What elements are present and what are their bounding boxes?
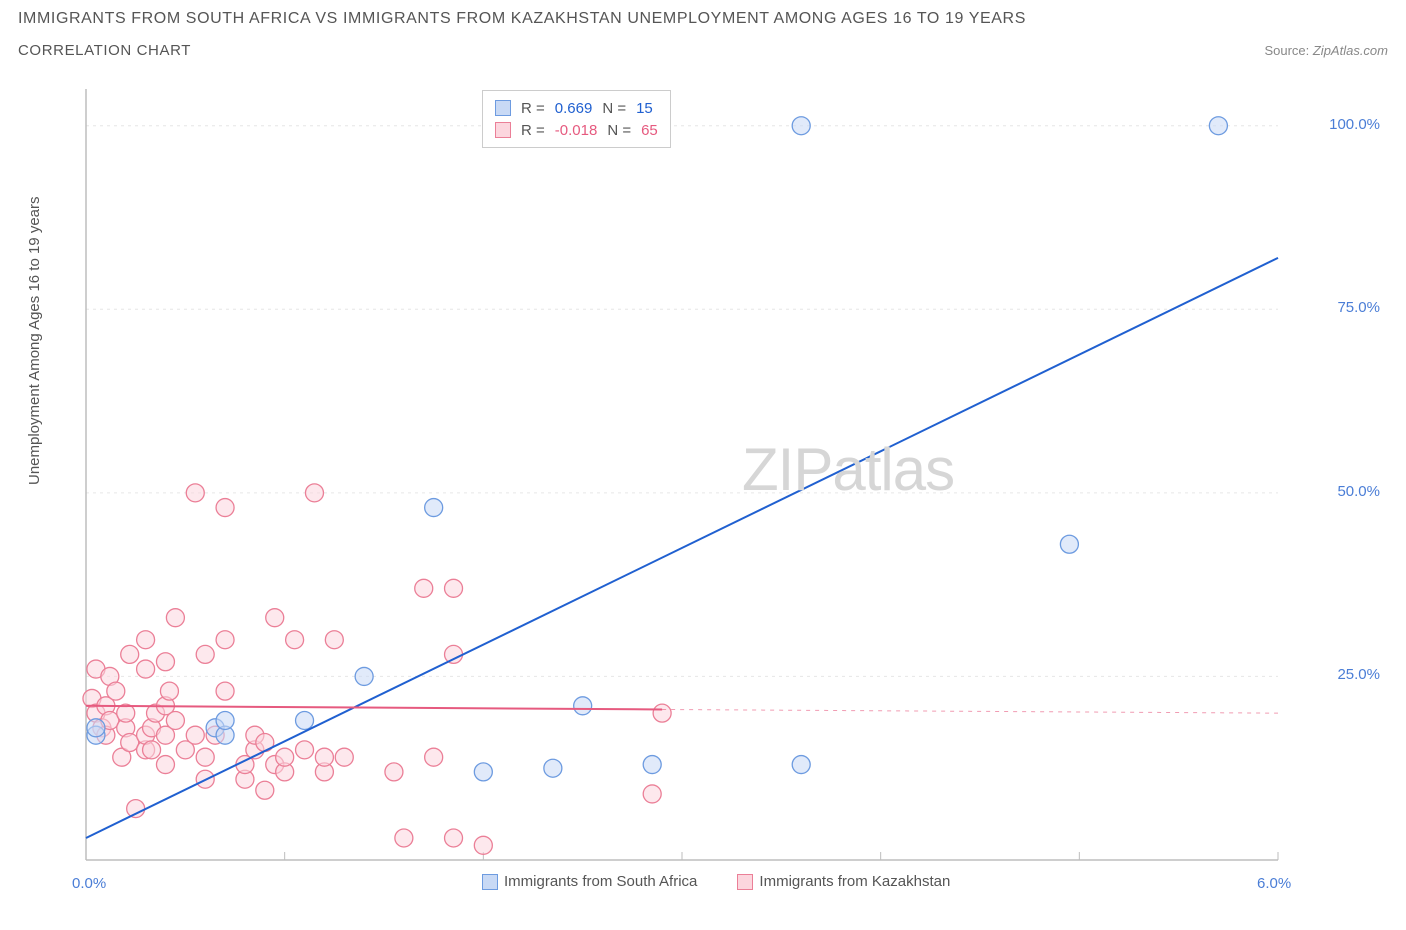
swatch-series2: [495, 122, 511, 138]
legend-label-series2: Immigrants from Kazakhstan: [759, 873, 950, 890]
y-tick-label: 25.0%: [1300, 666, 1380, 683]
swatch-series2-bottom: [737, 874, 753, 890]
source-prefix: Source:: [1264, 43, 1312, 58]
scatter-plot: R = 0.669 N = 15 R = -0.018 N = 65 ZIPat…: [82, 85, 1282, 870]
r-value-series2: -0.018: [555, 122, 598, 139]
x-max-label: 6.0%: [1257, 875, 1291, 892]
plot-svg: [82, 85, 1282, 870]
y-tick-label: 50.0%: [1300, 483, 1380, 500]
legend-item-series1: Immigrants from South Africa: [482, 873, 697, 890]
y-tick-label: 100.0%: [1300, 116, 1380, 133]
legend-item-series2: Immigrants from Kazakhstan: [737, 873, 950, 890]
x-min-label: 0.0%: [72, 875, 106, 892]
stats-legend-box: R = 0.669 N = 15 R = -0.018 N = 65: [482, 90, 671, 148]
source-name: ZipAtlas.com: [1313, 43, 1388, 58]
n-label: N =: [607, 122, 631, 139]
stats-row-series2: R = -0.018 N = 65: [495, 119, 658, 141]
n-label: N =: [602, 100, 626, 117]
source-attribution: Source: ZipAtlas.com: [1264, 43, 1388, 58]
header: IMMIGRANTS FROM SOUTH AFRICA VS IMMIGRAN…: [0, 0, 1406, 59]
swatch-series1-bottom: [482, 874, 498, 890]
chart-subtitle: CORRELATION CHART: [18, 42, 191, 59]
chart-area: Unemployment Among Ages 16 to 19 years R…: [62, 85, 1382, 890]
chart-title: IMMIGRANTS FROM SOUTH AFRICA VS IMMIGRAN…: [18, 10, 1388, 28]
n-value-series2: 65: [641, 122, 658, 139]
swatch-series1: [495, 100, 511, 116]
stats-row-series1: R = 0.669 N = 15: [495, 97, 658, 119]
subtitle-row: CORRELATION CHART Source: ZipAtlas.com: [18, 42, 1388, 59]
legend-label-series1: Immigrants from South Africa: [504, 873, 697, 890]
n-value-series1: 15: [636, 100, 653, 117]
r-label: R =: [521, 122, 545, 139]
r-value-series1: 0.669: [555, 100, 593, 117]
bottom-legend: Immigrants from South Africa Immigrants …: [482, 873, 950, 890]
y-axis-label: Unemployment Among Ages 16 to 19 years: [26, 196, 43, 485]
r-label: R =: [521, 100, 545, 117]
y-tick-label: 75.0%: [1300, 299, 1380, 316]
